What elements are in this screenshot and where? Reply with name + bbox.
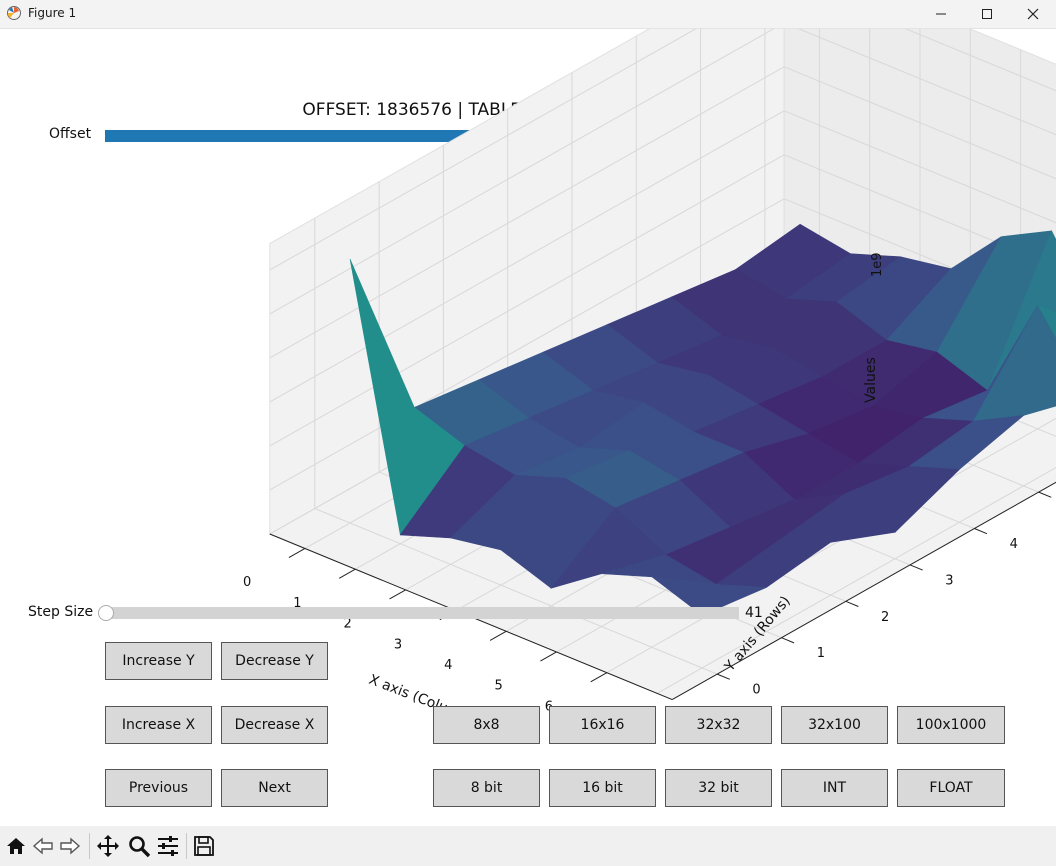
decrease-y-button[interactable]: Decrease Y <box>221 642 328 680</box>
configure-icon[interactable] <box>156 834 180 858</box>
increase-y-button[interactable]: Increase Y <box>105 642 212 680</box>
x-tick-label: 6 <box>545 699 553 714</box>
increase-x-button[interactable]: Increase X <box>105 706 212 744</box>
x-tick <box>338 568 356 579</box>
grid-line <box>269 29 775 315</box>
x-tick <box>540 651 557 662</box>
grid-line <box>269 110 785 403</box>
offset-slider-label: Offset <box>49 126 92 142</box>
y-tick <box>974 528 988 535</box>
size-16x16-button[interactable]: 16x16 <box>549 706 656 744</box>
x-tick <box>288 548 306 559</box>
title-bar: Figure 1 <box>0 0 1056 29</box>
forward-icon[interactable] <box>58 834 82 858</box>
x-tick-label: 1 <box>293 596 301 611</box>
y-tick-label: 1 <box>817 646 825 661</box>
size-8x8-button[interactable]: 8x8 <box>433 706 540 744</box>
maximize-button[interactable] <box>964 0 1010 28</box>
x-tick <box>489 630 507 641</box>
step-size-slider-value: 41 <box>745 605 763 621</box>
navigation-toolbar <box>0 826 1056 866</box>
x-tick <box>389 589 406 600</box>
x-tick <box>590 672 608 683</box>
toolbar-separator <box>89 833 90 859</box>
z-axis-label: Values <box>863 357 879 403</box>
minimize-button[interactable] <box>918 0 964 28</box>
grid-line <box>797 29 1056 136</box>
y-tick <box>845 600 859 607</box>
y-tick <box>1038 491 1052 498</box>
y-tick-label: 4 <box>1010 537 1018 552</box>
zoom-icon[interactable] <box>127 834 151 858</box>
pan-icon[interactable] <box>96 834 120 858</box>
grid-line <box>783 154 1056 268</box>
minimize-icon <box>936 13 946 15</box>
size-32x100-button[interactable]: 32x100 <box>781 706 888 744</box>
y-tick <box>909 564 923 571</box>
z-scale-label: 1e9 <box>870 252 885 277</box>
decrease-x-button[interactable]: Decrease X <box>221 706 328 744</box>
x-tick-label: 3 <box>394 637 402 652</box>
grid-line <box>314 508 718 675</box>
tick-labels: 0123456012345670.00.51.01.52.02.53.0 <box>243 537 1018 714</box>
window-title: Figure 1 <box>28 6 77 20</box>
x-tick-label: 2 <box>344 617 352 632</box>
float-button[interactable]: FLOAT <box>897 769 1005 807</box>
step-size-slider-handle[interactable] <box>98 605 114 621</box>
step-size-slider[interactable] <box>98 605 739 621</box>
y-tick-label: 0 <box>752 683 760 698</box>
x-tick-label: 5 <box>494 679 502 694</box>
y-axis-line <box>671 481 1056 701</box>
size-32x32-button[interactable]: 32x32 <box>665 706 772 744</box>
maximize-icon <box>982 9 992 19</box>
size-100x1000-button[interactable]: 100x1000 <box>897 706 1005 744</box>
figure-canvas[interactable]: OFFSET: 1836576 | TABLE SIZE: 8x8 | DATA… <box>0 29 1056 825</box>
grid-line <box>904 29 1056 92</box>
x-tick-label: 4 <box>444 658 452 673</box>
int-button[interactable]: INT <box>781 769 888 807</box>
home-icon[interactable] <box>4 834 28 858</box>
toolbar-separator <box>186 833 187 859</box>
grid-line <box>656 466 1056 694</box>
next-button[interactable]: Next <box>221 769 328 807</box>
surface-face <box>650 576 767 616</box>
surface <box>349 223 1056 616</box>
16-bit-button[interactable]: 16 bit <box>549 769 656 807</box>
grid-line <box>269 198 785 491</box>
y-tick <box>716 673 730 680</box>
y-tick <box>781 637 795 644</box>
previous-button[interactable]: Previous <box>105 769 212 807</box>
y-tick-label: 2 <box>881 610 889 625</box>
surface-plot[interactable]: 0123456012345670.00.51.01.52.02.53.0 X a… <box>0 29 1056 825</box>
grid-line <box>269 29 697 271</box>
close-button[interactable] <box>1010 0 1056 28</box>
y-tick-label: 3 <box>945 573 953 588</box>
grid-line <box>269 154 785 447</box>
8-bit-button[interactable]: 8 bit <box>433 769 540 807</box>
back-icon[interactable] <box>31 834 55 858</box>
matplotlib-icon <box>7 6 21 20</box>
close-icon <box>1027 8 1039 20</box>
x-tick-label: 0 <box>243 575 251 590</box>
grid-line <box>269 66 785 359</box>
step-size-slider-label: Step Size <box>28 604 94 620</box>
save-icon[interactable] <box>192 834 216 858</box>
32-bit-button[interactable]: 32 bit <box>665 769 772 807</box>
grid-line <box>783 66 1056 180</box>
grid-line <box>783 110 1056 224</box>
